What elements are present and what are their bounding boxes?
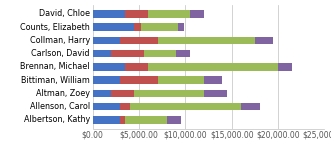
Bar — [120, 116, 125, 124]
Bar — [93, 63, 125, 71]
Bar — [134, 23, 141, 31]
Bar — [148, 10, 190, 17]
Bar — [176, 50, 190, 57]
Bar — [125, 10, 148, 17]
Bar — [93, 76, 120, 84]
Bar — [204, 90, 227, 97]
Bar — [167, 116, 181, 124]
Bar — [93, 116, 120, 124]
Bar — [93, 37, 120, 44]
Bar — [255, 37, 273, 44]
Bar — [93, 10, 125, 17]
Bar — [120, 76, 158, 84]
Bar — [278, 63, 292, 71]
Bar — [111, 90, 134, 97]
Bar — [241, 103, 260, 110]
Bar — [120, 37, 158, 44]
Bar — [148, 63, 278, 71]
Bar — [204, 76, 222, 84]
Bar — [111, 50, 144, 57]
Bar — [125, 63, 148, 71]
Bar — [93, 103, 120, 110]
Bar — [125, 116, 167, 124]
Bar — [158, 76, 204, 84]
Bar — [93, 50, 111, 57]
Bar — [93, 90, 111, 97]
Bar — [141, 23, 178, 31]
Bar — [144, 50, 176, 57]
Bar — [158, 37, 255, 44]
Bar — [178, 23, 184, 31]
Bar — [93, 23, 134, 31]
Bar — [190, 10, 204, 17]
Bar — [120, 103, 130, 110]
Bar — [134, 90, 204, 97]
Bar — [130, 103, 241, 110]
